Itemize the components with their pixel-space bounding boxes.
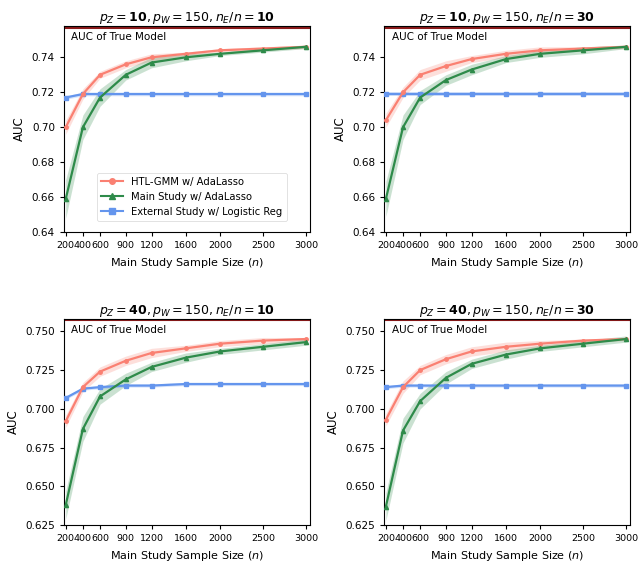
Title: $p_Z = \mathbf{10}, p_W = 150, n_E/n = \mathbf{10}$: $p_Z = \mathbf{10}, p_W = 150, n_E/n = \… xyxy=(99,10,275,26)
Y-axis label: AUC: AUC xyxy=(333,117,346,141)
X-axis label: Main Study Sample Size ($n$): Main Study Sample Size ($n$) xyxy=(110,549,264,563)
Y-axis label: AUC: AUC xyxy=(13,117,26,141)
X-axis label: Main Study Sample Size ($n$): Main Study Sample Size ($n$) xyxy=(430,549,584,563)
Text: AUC of True Model: AUC of True Model xyxy=(72,325,166,335)
Text: AUC of True Model: AUC of True Model xyxy=(392,32,487,42)
X-axis label: Main Study Sample Size ($n$): Main Study Sample Size ($n$) xyxy=(430,256,584,270)
Y-axis label: AUC: AUC xyxy=(6,410,20,435)
Text: AUC of True Model: AUC of True Model xyxy=(72,32,166,42)
Title: $p_Z = \mathbf{40}, p_W = 150, n_E/n = \mathbf{10}$: $p_Z = \mathbf{40}, p_W = 150, n_E/n = \… xyxy=(99,303,275,319)
Y-axis label: AUC: AUC xyxy=(327,410,340,435)
Legend: HTL-GMM w/ AdaLasso, Main Study w/ AdaLasso, External Study w/ Logistic Reg: HTL-GMM w/ AdaLasso, Main Study w/ AdaLa… xyxy=(97,173,287,221)
Title: $p_Z = \mathbf{40}, p_W = 150, n_E/n = \mathbf{30}$: $p_Z = \mathbf{40}, p_W = 150, n_E/n = \… xyxy=(419,303,595,319)
X-axis label: Main Study Sample Size ($n$): Main Study Sample Size ($n$) xyxy=(110,256,264,270)
Text: AUC of True Model: AUC of True Model xyxy=(392,325,487,335)
Title: $p_Z = \mathbf{10}, p_W = 150, n_E/n = \mathbf{30}$: $p_Z = \mathbf{10}, p_W = 150, n_E/n = \… xyxy=(419,10,595,26)
